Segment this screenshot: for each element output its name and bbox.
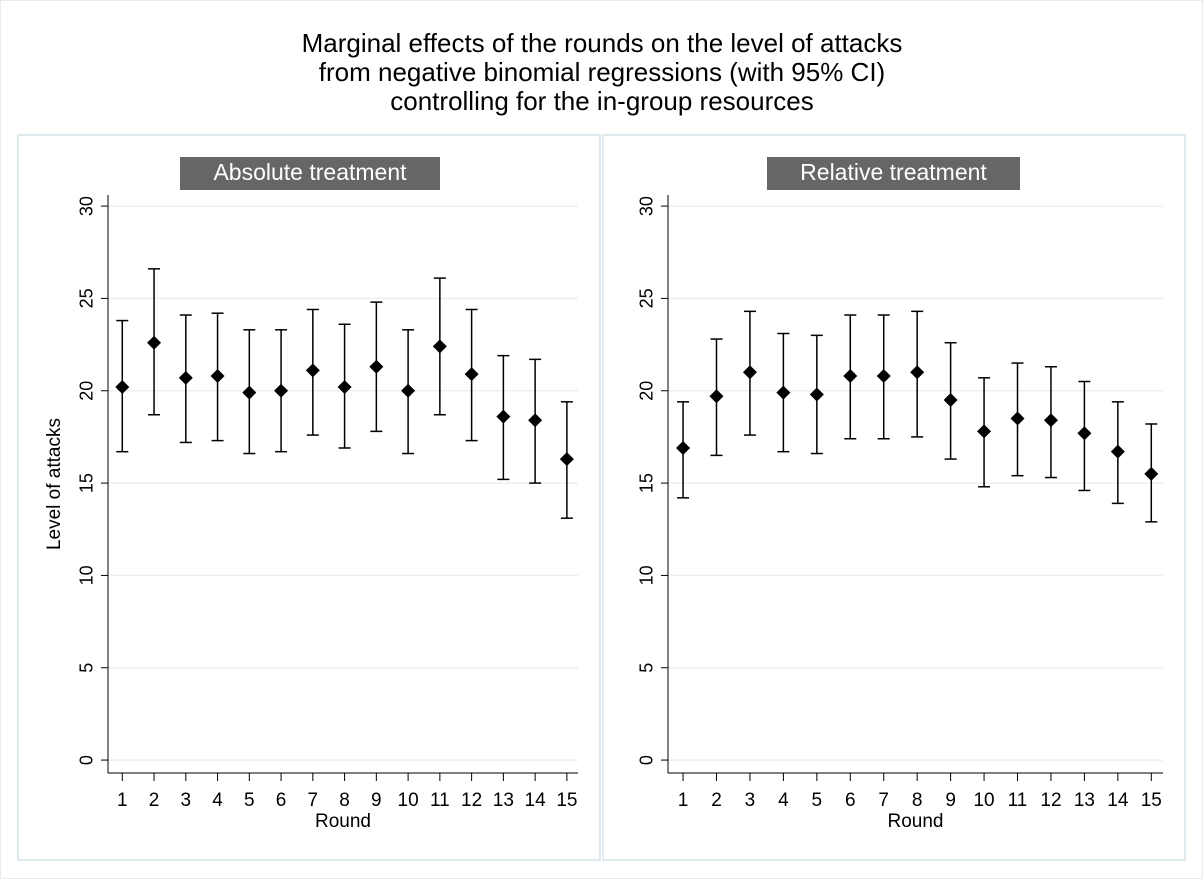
y-tick-label: 5 — [637, 663, 657, 673]
y-tick-label: 30 — [637, 196, 657, 216]
chart-title: from negative binomial regressions (with… — [319, 57, 885, 87]
point — [709, 389, 724, 404]
y-tick-label: 15 — [77, 473, 97, 493]
x-tick-label: 9 — [371, 790, 382, 811]
x-tick-label: 2 — [711, 790, 722, 811]
point — [432, 339, 447, 354]
x-tick-label: 10 — [398, 790, 419, 811]
point — [910, 365, 925, 380]
x-tick-label: 3 — [745, 790, 756, 811]
point — [977, 424, 992, 439]
panel — [17, 134, 601, 861]
x-tick-label: 4 — [778, 790, 789, 811]
point — [1077, 426, 1092, 441]
x-tick-label: 7 — [308, 790, 319, 811]
y-tick-label: 0 — [637, 755, 657, 765]
point — [776, 385, 791, 400]
panel-title: Absolute treatment — [213, 159, 407, 185]
point — [274, 383, 289, 398]
point — [464, 367, 479, 382]
chart-title: Marginal effects of the rounds on the le… — [302, 28, 903, 58]
x-tick-label: 13 — [1074, 790, 1095, 811]
x-tick-label: 14 — [1107, 790, 1129, 811]
x-tick-label: 14 — [525, 790, 547, 811]
point — [742, 365, 757, 380]
point — [305, 363, 320, 378]
x-tick-label: 1 — [117, 790, 128, 811]
x-tick-label: 7 — [878, 790, 889, 811]
point — [1010, 411, 1025, 426]
point — [943, 392, 958, 407]
x-tick-label: 6 — [276, 790, 287, 811]
point — [676, 440, 691, 455]
point — [115, 380, 130, 395]
y-tick-label: 30 — [77, 196, 97, 216]
point — [843, 368, 858, 383]
x-tick-label: 11 — [1008, 790, 1028, 811]
strip — [180, 157, 440, 190]
x-axis-label: Round — [315, 811, 371, 832]
y-axis-label: Level of attacks — [44, 418, 65, 550]
y-tick-label: 10 — [637, 565, 657, 585]
x-tick-label: 3 — [181, 790, 192, 811]
panel-title: Relative treatment — [800, 159, 987, 185]
x-tick-label: 1 — [678, 790, 689, 811]
point — [876, 368, 891, 383]
y-tick-label: 20 — [77, 381, 97, 401]
x-tick-label: 6 — [845, 790, 856, 811]
y-tick-label: 25 — [77, 288, 97, 308]
x-tick-label: 10 — [973, 790, 994, 811]
x-tick-label: 15 — [556, 790, 577, 811]
y-tick-label: 15 — [637, 473, 657, 493]
x-tick-label: 8 — [339, 790, 350, 811]
point — [210, 368, 225, 383]
panel — [602, 134, 1186, 861]
strip — [767, 157, 1020, 190]
point — [496, 409, 511, 424]
x-tick-label: 11 — [430, 790, 450, 811]
x-tick-label: 2 — [149, 790, 160, 811]
point — [559, 452, 574, 467]
y-tick-label: 5 — [77, 663, 97, 673]
x-tick-label: 9 — [945, 790, 956, 811]
chart-title: controlling for the in-group resources — [390, 86, 813, 116]
y-tick-label: 20 — [637, 381, 657, 401]
x-tick-label: 12 — [461, 790, 482, 811]
point — [1144, 466, 1159, 481]
point — [1043, 413, 1058, 428]
point — [401, 383, 416, 398]
x-tick-label: 5 — [244, 790, 255, 811]
x-tick-label: 12 — [1040, 790, 1061, 811]
y-tick-label: 0 — [77, 755, 97, 765]
point — [369, 359, 384, 374]
x-tick-label: 5 — [812, 790, 823, 811]
x-tick-label: 8 — [912, 790, 923, 811]
point — [1110, 444, 1125, 459]
x-tick-label: 13 — [493, 790, 514, 811]
point — [147, 335, 162, 350]
x-tick-label: 4 — [212, 790, 223, 811]
point — [178, 370, 193, 385]
point — [528, 413, 543, 428]
point — [809, 387, 824, 402]
x-tick-label: 15 — [1141, 790, 1162, 811]
point — [337, 380, 352, 395]
y-tick-label: 25 — [637, 288, 657, 308]
point — [242, 385, 257, 400]
y-tick-label: 10 — [77, 565, 97, 585]
x-axis-label: Round — [888, 811, 944, 832]
